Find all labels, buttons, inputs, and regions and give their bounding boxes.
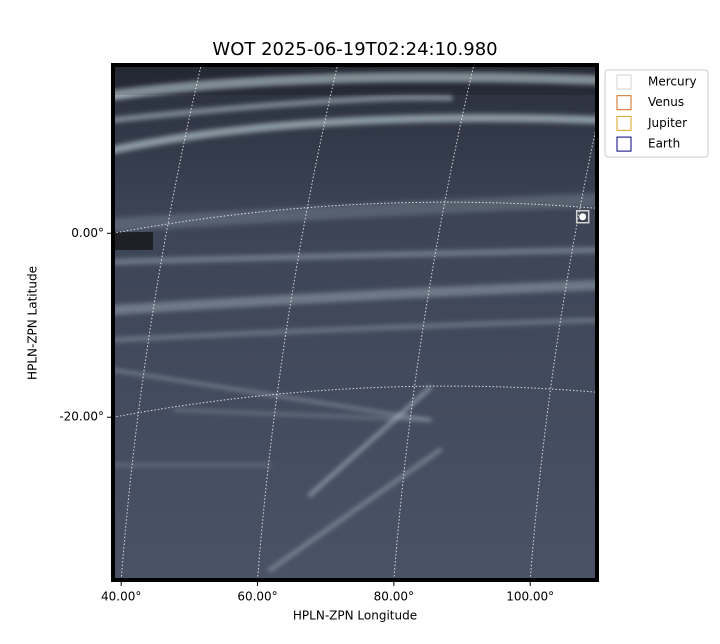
chart-title: WOT 2025-06-19T02:24:10.980	[212, 39, 497, 60]
legend-swatch	[616, 136, 632, 152]
x-tick-label: 60.00°	[237, 590, 277, 604]
legend-label: Jupiter	[647, 116, 687, 130]
legend-swatch	[616, 115, 632, 131]
y-tick-label: 0.00°	[71, 226, 104, 240]
legend-label: Venus	[648, 95, 684, 109]
grid	[112, 64, 611, 581]
x-tick-label: 80.00°	[374, 590, 414, 604]
legend-swatch	[616, 95, 632, 111]
planet-marker	[575, 209, 590, 224]
legend-label: Earth	[648, 137, 680, 151]
x-axis-label: HPLN-ZPN Longitude	[293, 609, 417, 623]
x-tick-label: 100.00°	[506, 590, 554, 604]
grid-line	[529, 64, 611, 581]
legend-swatch	[616, 74, 632, 90]
legend	[604, 69, 709, 158]
grid-line	[257, 64, 339, 581]
x-tick-label: 40.00°	[101, 590, 141, 604]
streaks	[113, 72, 597, 572]
grid-line	[112, 201, 598, 234]
y-tick-label: -20.00°	[59, 410, 104, 424]
grid-line	[112, 385, 598, 418]
grid-line	[120, 64, 202, 581]
planet-body	[579, 213, 587, 221]
y-axis-label: HPLN-ZPN Latitude	[26, 266, 40, 380]
legend-label: Mercury	[648, 75, 697, 89]
grid-line	[393, 64, 475, 581]
image	[113, 65, 597, 580]
plot-frame	[111, 63, 599, 582]
